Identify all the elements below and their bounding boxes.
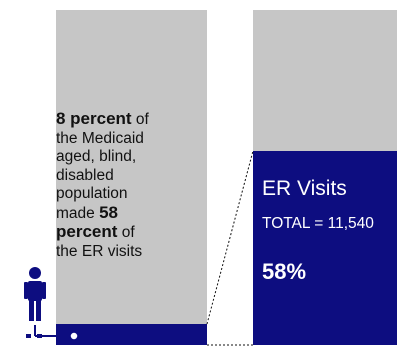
line5: population bbox=[56, 185, 128, 202]
connector-line-top bbox=[206, 150, 254, 325]
population-bar-highlight bbox=[56, 324, 207, 345]
pct58a-label: 58 bbox=[99, 202, 119, 222]
population-description: 8 percent of the Medicaid aged, blind, d… bbox=[56, 109, 206, 261]
pct8-label: 8 percent bbox=[56, 109, 132, 128]
er-visits-percent: 58% bbox=[262, 259, 307, 284]
line9: the ER visits bbox=[56, 242, 143, 260]
person-icon bbox=[24, 267, 46, 338]
line1-rest: of bbox=[131, 111, 149, 128]
line2: the Medicaid bbox=[56, 129, 144, 147]
line8-rest: of bbox=[117, 224, 135, 241]
er-visits-bar-highlight bbox=[253, 151, 397, 345]
er-visits-bar-remainder bbox=[253, 10, 397, 151]
er-visits-title: ER Visits bbox=[262, 177, 347, 200]
pct58b-label: percent bbox=[56, 222, 118, 241]
line6a: made bbox=[56, 204, 100, 222]
er-visits-total: TOTAL = 11,540 bbox=[262, 215, 374, 232]
person-pointer bbox=[34, 325, 79, 341]
line3: aged, blind, bbox=[56, 148, 137, 165]
population-bar-remainder bbox=[56, 10, 207, 324]
line4: disabled bbox=[56, 166, 114, 184]
